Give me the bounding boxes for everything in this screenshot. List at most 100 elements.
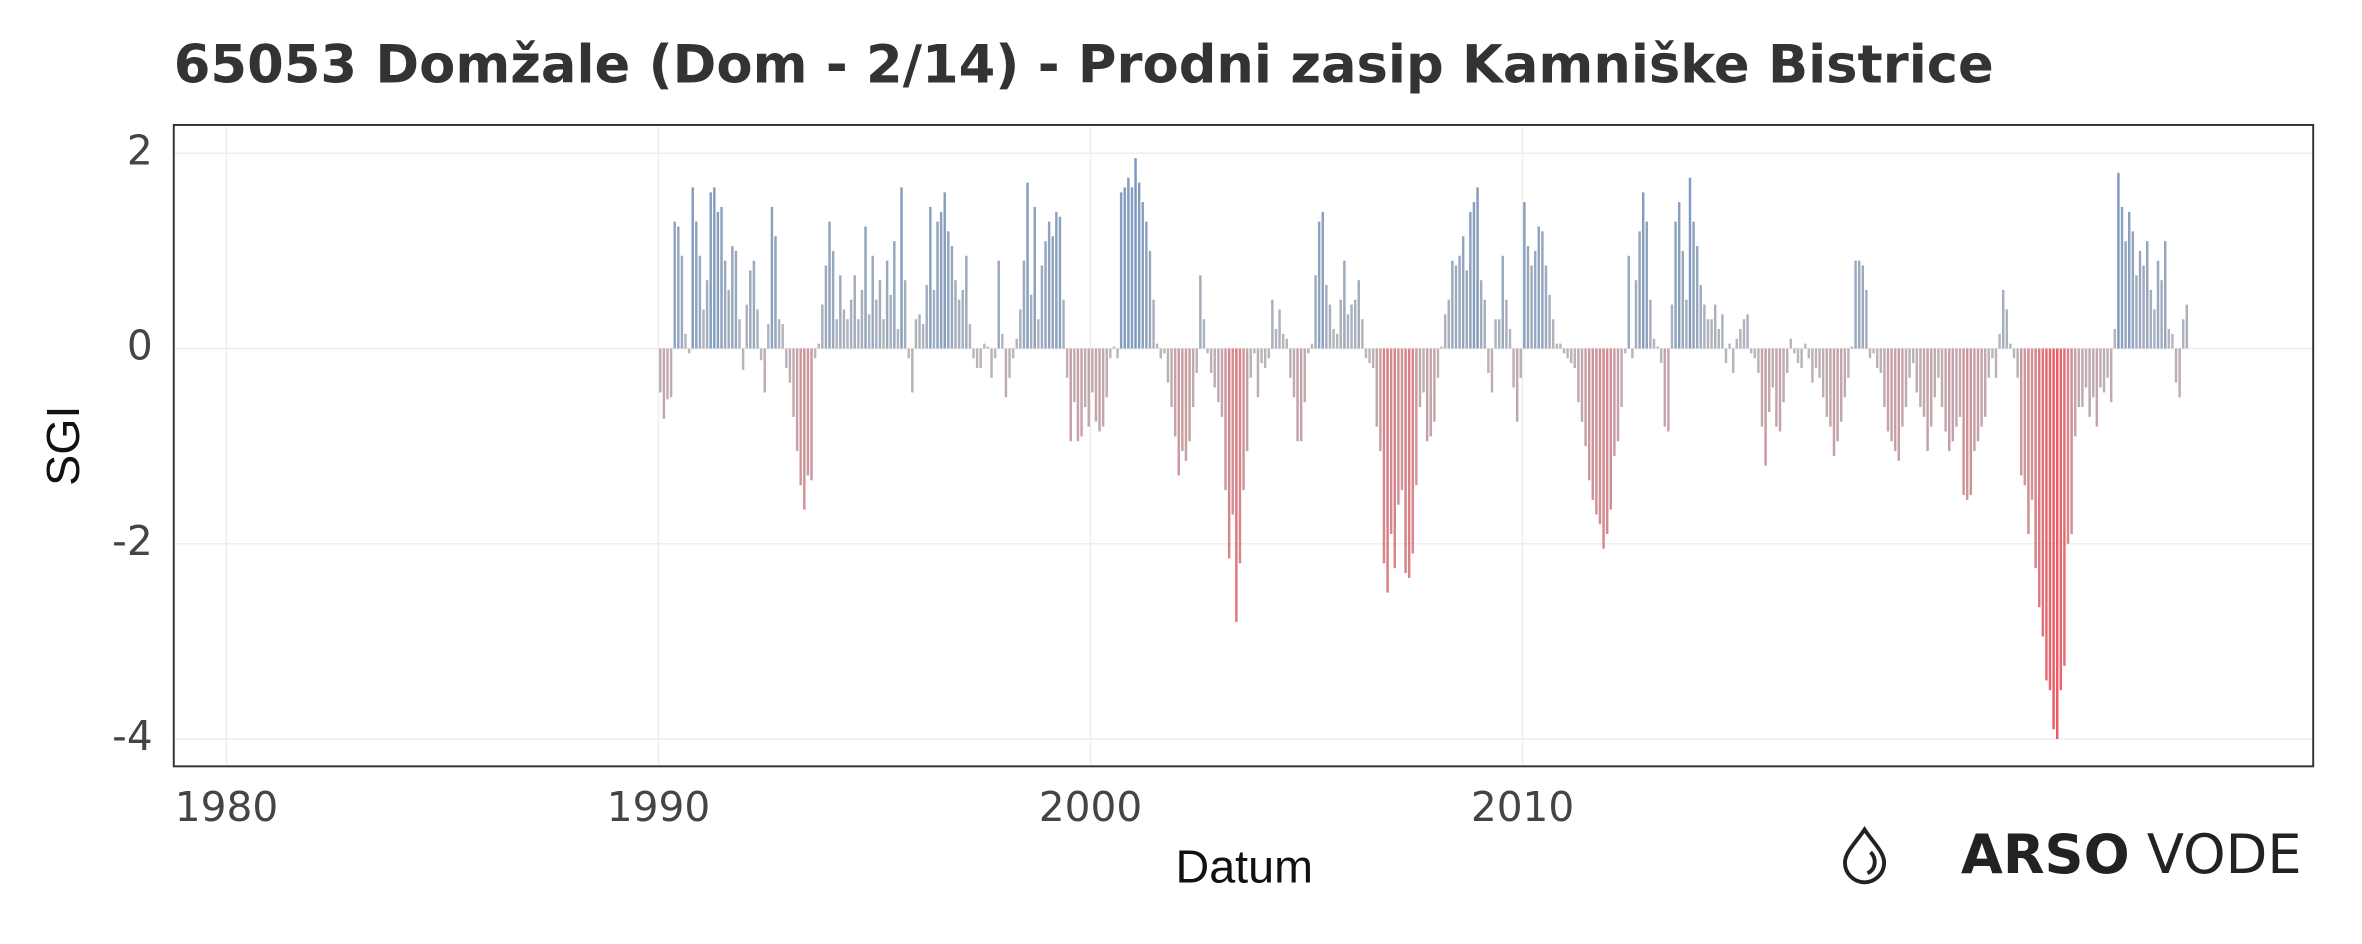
bar — [1397, 348, 1400, 505]
bar — [2041, 348, 2045, 637]
bar — [925, 285, 928, 349]
bar — [1202, 319, 1206, 349]
bar — [1447, 299, 1450, 349]
bar — [1112, 346, 1116, 349]
bar — [1260, 348, 1263, 364]
bar — [1307, 348, 1310, 354]
bar — [1098, 348, 1101, 432]
bar — [1663, 348, 1667, 427]
bar — [1685, 299, 1688, 349]
bar — [2059, 348, 2063, 691]
bar — [1940, 348, 1944, 408]
bar — [741, 348, 745, 370]
bar — [1343, 260, 1346, 349]
bar — [1382, 348, 1386, 564]
bar — [882, 319, 885, 349]
plot-area — [173, 124, 2314, 767]
bar — [1883, 348, 1886, 408]
bar — [2182, 319, 2185, 349]
bar — [1566, 348, 1569, 359]
bar — [1577, 348, 1580, 403]
bar — [821, 304, 824, 349]
bar — [1875, 348, 1879, 369]
bar — [1526, 246, 1530, 349]
bar — [1105, 348, 1108, 398]
bar — [824, 265, 828, 349]
bar — [1523, 202, 1526, 349]
bar — [2171, 333, 2174, 349]
bar — [1040, 265, 1044, 349]
bar — [875, 299, 878, 349]
bar — [1861, 265, 1865, 349]
bar — [677, 226, 680, 349]
bar — [1519, 348, 1522, 378]
bar — [1310, 343, 1314, 349]
bar — [1587, 348, 1591, 481]
bar — [1649, 299, 1652, 349]
bar — [1656, 346, 1659, 349]
bar — [1159, 348, 1162, 359]
bar — [1184, 348, 1188, 461]
bar — [1897, 348, 1901, 461]
bar — [1609, 348, 1613, 510]
bar — [1109, 348, 1112, 359]
bar — [777, 319, 781, 349]
bar — [1681, 250, 1685, 349]
bar — [1389, 348, 1393, 535]
bar — [1872, 348, 1875, 354]
bar — [1332, 328, 1335, 349]
bar — [781, 324, 784, 349]
y-tick-label: 2 — [127, 126, 153, 174]
bar — [1335, 333, 1339, 349]
bar — [1191, 348, 1195, 408]
bar — [965, 255, 968, 349]
bar — [1073, 348, 1076, 403]
bar — [1443, 314, 1447, 349]
bar — [2019, 348, 2023, 476]
bar — [1695, 246, 1699, 349]
bar — [1749, 348, 1753, 354]
bar — [893, 241, 896, 349]
bar — [1008, 348, 1011, 378]
bar — [1289, 348, 1292, 378]
bar — [1454, 265, 1458, 349]
bar — [2099, 348, 2102, 388]
bar — [1163, 348, 1166, 354]
bar — [795, 348, 799, 452]
bar — [745, 304, 748, 349]
bar — [1285, 338, 1288, 349]
bar — [1350, 304, 1353, 349]
bar — [2164, 241, 2167, 349]
bar — [2146, 241, 2149, 349]
bar — [1130, 187, 1134, 349]
bar — [2048, 348, 2052, 691]
bar — [1433, 348, 1436, 422]
bar — [1890, 348, 1893, 442]
bar — [1785, 348, 1789, 373]
bar — [695, 221, 698, 349]
bar — [1962, 348, 1965, 495]
bar — [1537, 226, 1541, 349]
bar — [1832, 348, 1836, 456]
bar — [1091, 348, 1094, 393]
bar — [1674, 221, 1677, 349]
bar — [1253, 348, 1256, 354]
bar — [1836, 348, 1839, 442]
bar — [896, 328, 900, 349]
bar — [2001, 289, 2005, 349]
bar — [770, 206, 774, 349]
bar — [979, 348, 982, 369]
bar — [1739, 328, 1742, 349]
logo-text: ARSO VODE — [1961, 823, 2302, 886]
bar — [1767, 348, 1771, 412]
bar — [1829, 348, 1832, 427]
bar — [1422, 348, 1425, 393]
bar — [716, 211, 720, 349]
bar — [1742, 319, 1746, 349]
bar — [1717, 328, 1721, 349]
bar — [997, 260, 1000, 349]
bar — [1458, 255, 1461, 349]
bar — [1555, 343, 1559, 349]
bar — [1461, 236, 1465, 349]
bar — [1425, 348, 1429, 442]
